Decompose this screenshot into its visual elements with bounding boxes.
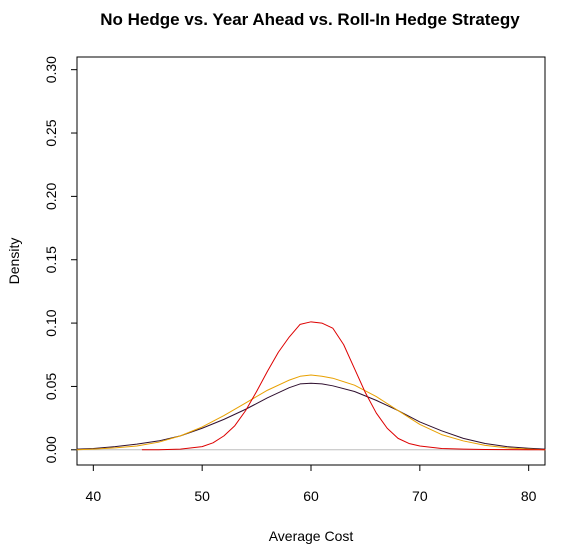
density-line-2 <box>76 374 546 451</box>
y-tick-label: 0.30 <box>43 56 59 83</box>
y-axis: 0.00 0.05 0.10 0.15 0.20 0.25 0.30 <box>43 56 77 463</box>
x-axis-label: Average Cost <box>269 528 354 544</box>
y-tick-label: 0.20 <box>43 183 59 210</box>
chart-title: No Hedge vs. Year Ahead vs. Roll-In Hedg… <box>100 10 520 29</box>
y-tick-label: 0.05 <box>43 373 59 400</box>
y-tick-label: 0.00 <box>43 436 59 463</box>
y-tick-label: 0.25 <box>43 119 59 146</box>
x-tick-label: 60 <box>303 488 319 504</box>
plot-area-frame <box>76 56 546 466</box>
y-tick-label: 0.15 <box>43 246 59 273</box>
series-layer <box>76 321 546 451</box>
x-tick-label: 50 <box>194 488 210 504</box>
density-line-1 <box>76 382 546 450</box>
x-tick-label: 70 <box>412 488 428 504</box>
x-axis: 40 50 60 70 80 <box>86 465 537 504</box>
density-line-3 <box>141 321 546 451</box>
y-axis-label: Density <box>6 238 22 285</box>
y-tick-label: 0.10 <box>43 309 59 336</box>
x-tick-label: 80 <box>521 488 537 504</box>
x-tick-label: 40 <box>86 488 102 504</box>
